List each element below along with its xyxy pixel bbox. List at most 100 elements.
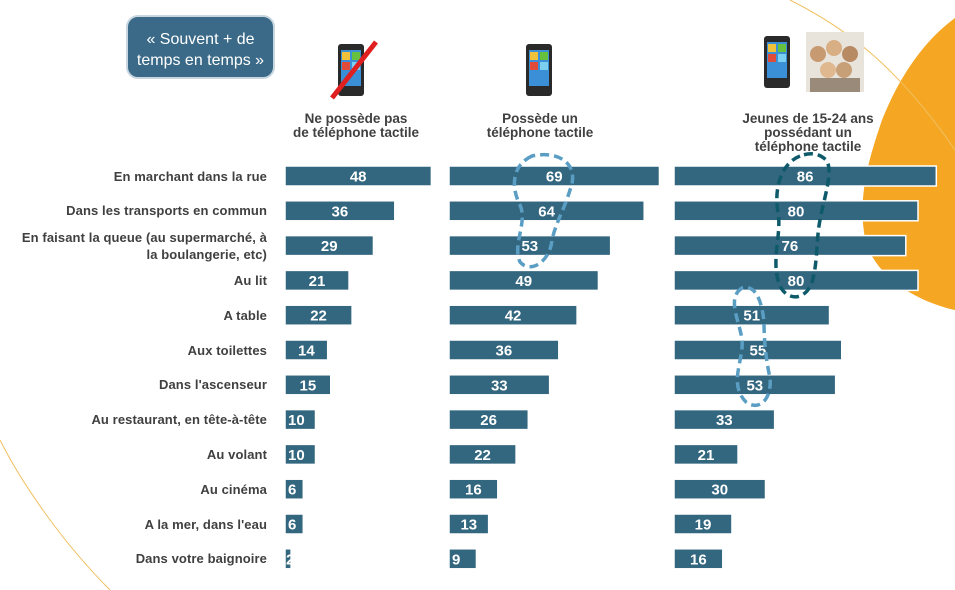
bar-rect [673, 165, 938, 187]
bar-rect [284, 165, 433, 187]
bar-1: 15 [284, 374, 332, 396]
bar-value-label: 21 [309, 273, 326, 290]
legend-line-1: « Souvent + de [146, 31, 255, 48]
bar-rect [284, 304, 353, 326]
category-label-line: la boulangerie, etc) [146, 246, 267, 262]
bar-3: 53 [673, 374, 837, 396]
bar-2: 22 [448, 443, 517, 466]
bar-rect [284, 234, 375, 257]
bar-value-label: 49 [515, 273, 532, 290]
bar-rect [448, 374, 551, 396]
bar-value-label: 53 [746, 377, 763, 394]
bar-value-label: 10 [288, 447, 305, 464]
bar-rect [673, 408, 776, 431]
category-label: Au cinéma [0, 481, 267, 498]
category-label: A table [0, 307, 267, 324]
bar-3: 55 [673, 339, 843, 361]
bar-value-label: 15 [300, 377, 317, 394]
bar-1: 21 [284, 269, 350, 292]
bar-rect [673, 234, 907, 257]
category-label: Au lit [0, 272, 267, 289]
bar-value-label: 80 [788, 203, 805, 220]
bar-2: 16 [448, 478, 499, 500]
category-label-line: En marchant dans la rue [113, 168, 267, 184]
bar-rect [448, 443, 517, 466]
category-label: En faisant la queue (au supermarché, à la… [0, 229, 267, 263]
young-people-photo-icon [806, 32, 864, 92]
bar-value-label: 33 [491, 377, 508, 394]
category-label-line: Dans l'ascenseur [158, 377, 267, 393]
bar-3: 16 [673, 548, 724, 570]
category-label-line: Au lit [233, 272, 267, 288]
bar-2: 42 [448, 304, 578, 326]
bar-value-label: 36 [332, 203, 349, 220]
category-label-line: Au cinéma [200, 481, 267, 497]
bar-value-label: 33 [716, 412, 733, 429]
column-title-line: possédant un [764, 125, 852, 140]
bar-value-label: 86 [797, 169, 814, 186]
category-label: Dans l'ascenseur [0, 376, 267, 393]
bar-2: 33 [448, 374, 551, 396]
bar-rect [673, 478, 767, 500]
category-label: Dans votre baignoire [0, 550, 267, 567]
bar-1: 29 [284, 234, 375, 257]
bar-value-label: 53 [521, 238, 538, 255]
bar-value-label: 21 [698, 447, 715, 464]
bar-3: 80 [673, 269, 919, 292]
bar-rect [284, 443, 317, 466]
legend-line-2: temps en temps » [136, 52, 265, 69]
bar-1: 14 [284, 339, 329, 361]
bar-3: 33 [673, 408, 776, 431]
bar-2: 69 [448, 165, 661, 187]
bar-value-label: 19 [695, 517, 712, 534]
bar-value-label: 48 [350, 169, 367, 186]
bar-3: 19 [673, 513, 733, 535]
bar-rect [284, 513, 305, 535]
bar-value-label: 13 [460, 517, 477, 534]
bar-value-label: 16 [465, 482, 482, 499]
smartphone-icon [526, 44, 552, 96]
bar-rect [673, 200, 919, 222]
bar-value-label: 2 [286, 551, 294, 568]
bar-2: 53 [448, 234, 612, 257]
category-label-line: Dans votre baignoire [135, 551, 267, 567]
bar-1: 36 [284, 200, 396, 222]
column-title-youth: Jeunes de 15-24 ans possédant un télépho… [713, 112, 903, 154]
orange-accent-curve [789, 0, 955, 151]
highlight-loop-touchscreen [512, 153, 575, 269]
no-smartphone-icon [330, 40, 378, 100]
category-label: Dans les transports en commun [0, 202, 267, 219]
bar-rect [284, 269, 350, 292]
category-label-line: Dans les transports en commun [66, 203, 267, 219]
bar-value-label: 30 [711, 482, 728, 499]
category-label: Au restaurant, en tête-à-tête [0, 411, 267, 428]
bar-3: 51 [673, 304, 831, 326]
bar-1: 6 [284, 478, 305, 500]
bar-value-label: 29 [321, 238, 338, 255]
bar-value-label: 64 [538, 203, 555, 220]
highlight-loop-youth-middle [732, 285, 772, 408]
bar-rect [448, 269, 600, 292]
bar-rect [284, 408, 317, 431]
bar-value-label: 6 [288, 517, 296, 534]
smartphone-icon-youth [764, 36, 790, 88]
bar-value-label: 14 [298, 343, 315, 360]
bar-2: 26 [448, 408, 530, 431]
bar-value-label: 22 [474, 447, 491, 464]
bar-value-label: 51 [743, 308, 760, 325]
bar-1: 10 [284, 408, 317, 431]
bar-1: 2 [284, 548, 294, 570]
column-title-no-touchscreen: Ne possède pas de téléphone tactile [261, 112, 451, 140]
category-label-line: Au volant [206, 446, 267, 462]
bar-rect [448, 408, 530, 431]
bar-1: 6 [284, 513, 305, 535]
category-label: Aux toilettes [0, 342, 267, 359]
bar-rect [448, 513, 490, 535]
bar-2: 9 [448, 548, 478, 570]
bar-rect [284, 548, 292, 570]
bar-value-label: 80 [788, 273, 805, 290]
bar-rect [448, 478, 499, 500]
bar-value-label: 22 [310, 308, 327, 325]
column-title-line: de téléphone tactile [292, 125, 420, 140]
